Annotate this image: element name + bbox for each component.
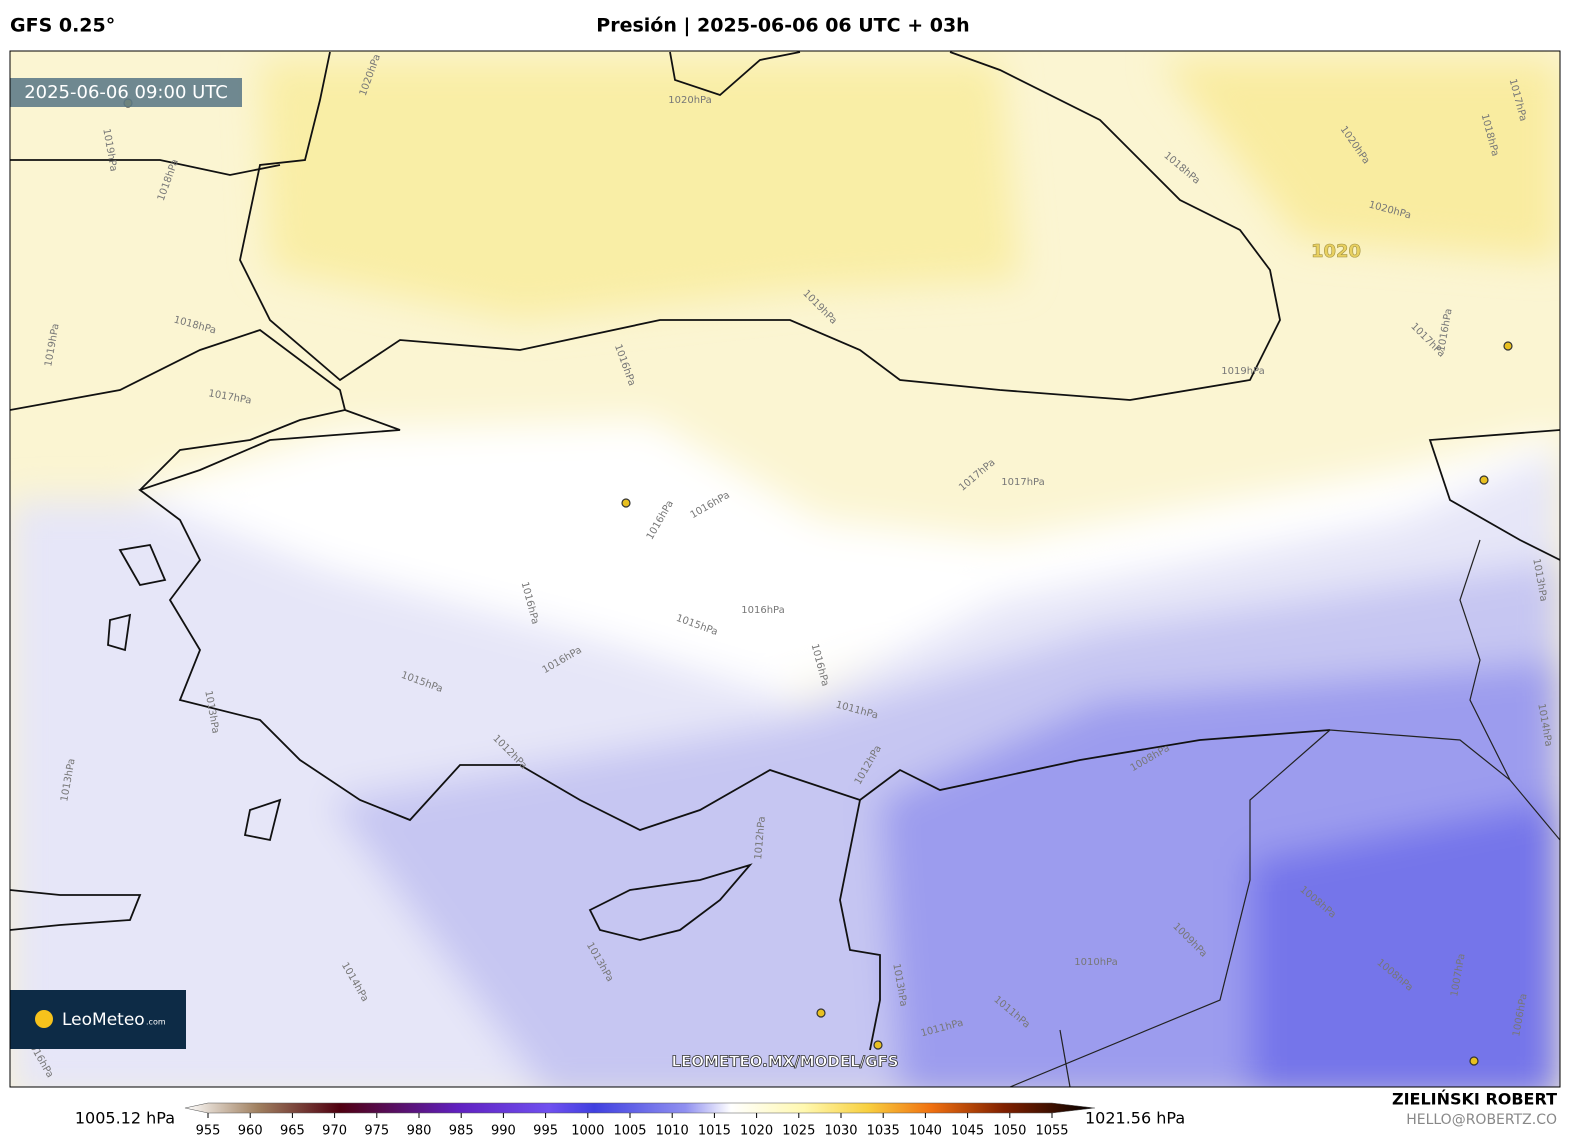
colorbar-tick-label: 1030 [824,1124,857,1139]
colorbar [184,1102,1096,1114]
logo-name: LeoMeteo [62,1010,145,1030]
source-url: LEOMETEO.MX/MODEL/GFS [671,1053,898,1071]
colorbar-tick-label: 975 [364,1124,389,1139]
colorbar-tick-label: 1050 [993,1124,1026,1139]
colorbar-tick-label: 1015 [698,1124,731,1139]
email: HELLO@ROBERTZ.CO [1406,1112,1557,1128]
map-area: 1020hPa1020hPa1019hPa1018hPa1018hPa1019h… [10,51,1560,1087]
colorbar-tick-label: 970 [322,1124,347,1139]
map-title: Presión | 2025-06-06 06 UTC + 03h [596,15,969,37]
high-pressure-label: 1020 [1311,241,1361,262]
timestamp-box [10,78,242,107]
colorbar-tick-label: 1020 [740,1124,773,1139]
model-label: GFS 0.25° [10,15,115,37]
contour-label: 1012hPa [753,816,768,860]
colorbar-tick-label: 965 [280,1124,305,1139]
map-frame [9,50,1561,1088]
colorbar-ticks: 955 960 965 970 975 980 985 990 995 1000 1005 1010 1… [196,1113,1069,1139]
logo-sun [35,1010,53,1028]
borders [1009,539,1560,1087]
contour-label: 1016hPa [741,605,785,616]
timestamp: 2025-06-06 09:00 UTC [24,82,228,103]
colorbar-tick-label: 1025 [782,1124,815,1139]
pressure-field [10,60,1560,1087]
contour-label: 1017hPa [1001,477,1045,488]
contour-label: 1019hPa [1221,366,1265,377]
author: ZIELIŃSKI ROBERT [1392,1090,1557,1109]
coastlines [10,51,1560,1051]
colorbar-min: 1005.12 hPa [75,1109,175,1128]
colorbar-tick-label: 980 [407,1124,432,1139]
colorbar-tick-label: 960 [238,1124,263,1139]
contour-label: 1020hPa [668,95,712,106]
colorbar-tick-label: 1040 [909,1124,942,1139]
colorbar-tick-label: 985 [449,1124,474,1139]
colorbar-tick-label: 1010 [656,1124,689,1139]
colorbar-tick-label: 1035 [867,1124,900,1139]
contour-label: 1010hPa [1074,957,1118,968]
logo-suffix: .com [146,1018,166,1027]
colorbar-tick-label: 1005 [613,1124,646,1139]
colorbar-tick-label: 995 [533,1124,558,1139]
colorbar-tick-label: 1000 [571,1124,604,1139]
colorbar-tick-label: 955 [196,1124,221,1139]
colorbar-tick-label: 1045 [951,1124,984,1139]
colorbar-tick-label: 1055 [1035,1124,1068,1139]
colorbar-max: 1021.56 hPa [1085,1109,1185,1128]
colorbar-tick-label: 990 [491,1124,516,1139]
